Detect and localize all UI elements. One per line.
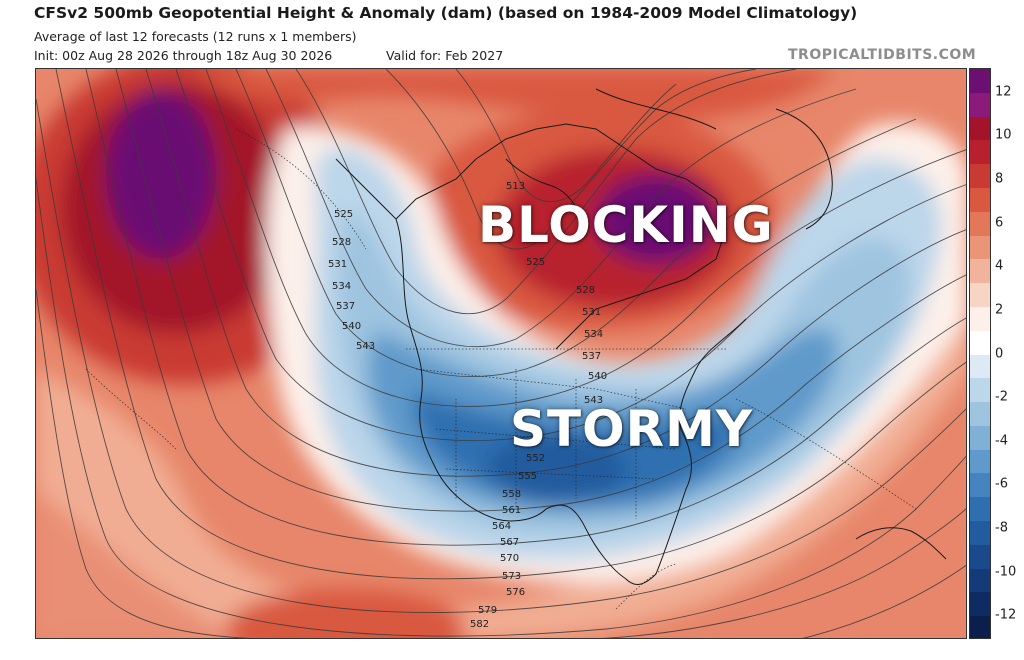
colorbar-segment: [970, 354, 990, 379]
colorbar-tick-label: -8: [995, 520, 1008, 536]
contour-label: 573: [502, 571, 522, 582]
colorbar: [969, 68, 991, 639]
colorbar-tick-label: -2: [995, 389, 1008, 405]
contour-label: 582: [470, 619, 490, 630]
contour-label: 537: [582, 351, 602, 362]
chart-title: CFSv2 500mb Geopotential Height & Anomal…: [34, 4, 858, 22]
contour-label: 561: [502, 505, 522, 516]
colorbar-segment: [970, 92, 990, 118]
contour-label: 576: [506, 587, 526, 598]
init-time: Init: 00z Aug 28 2026 through 18z Aug 30…: [34, 48, 333, 63]
contour-label: 528: [332, 237, 352, 248]
contour-label: 558: [502, 489, 522, 500]
colorbar-segment: [970, 211, 990, 237]
contour-label: 531: [328, 259, 348, 270]
colorbar-segment: [970, 140, 990, 165]
stormy-label: STORMY: [510, 400, 754, 458]
brand-watermark: TROPICALTIDBITS.COM: [788, 47, 977, 63]
colorbar-segment: [970, 330, 990, 355]
colorbar-segment: [970, 235, 990, 260]
contour-label: 552: [526, 453, 546, 464]
valid-time: Valid for: Feb 2027: [386, 48, 504, 63]
contour-label: 531: [582, 307, 602, 318]
colorbar-segment: [970, 544, 990, 570]
contour-label: 534: [584, 329, 604, 340]
colorbar-segment: [970, 283, 990, 308]
contour-label: 540: [588, 371, 608, 382]
colorbar-segment: [970, 187, 990, 213]
colorbar-segment: [970, 497, 990, 522]
colorbar-tick-label: 6: [995, 215, 1004, 231]
blocking-label: BLOCKING: [478, 196, 774, 254]
colorbar-segment: [970, 592, 990, 617]
colorbar-segment: [970, 425, 990, 451]
political-borders: [85, 128, 917, 610]
colorbar-segment: [970, 521, 990, 546]
coastlines: [335, 88, 947, 585]
colorbar-tick-label: 8: [995, 171, 1004, 187]
contour-label: 537: [336, 301, 356, 312]
contour-label: 564: [492, 521, 512, 532]
contour-label: 528: [576, 285, 596, 296]
colorbar-segment: [970, 616, 990, 638]
anomaly-field: [36, 69, 966, 638]
map-canvas: [36, 69, 966, 638]
colorbar-tick-label: -6: [995, 476, 1008, 492]
colorbar-segment: [970, 116, 990, 141]
contour-label: 579: [478, 605, 498, 616]
colorbar-segment: [970, 473, 990, 498]
colorbar-segment: [970, 69, 990, 94]
anomaly-map: 525 528 531 534 537 540 543 513 525 528 531 534 537 5…: [35, 68, 967, 639]
colorbar-tick-label: 12: [995, 84, 1012, 100]
colorbar-tick-label: 2: [995, 302, 1004, 318]
colorbar-segment: [970, 402, 990, 427]
colorbar-segment: [970, 164, 990, 189]
contour-label: 513: [506, 181, 526, 192]
contour-label: 534: [332, 281, 352, 292]
colorbar-segment: [970, 259, 990, 284]
contour-label: 555: [518, 471, 538, 482]
colorbar-segment: [970, 568, 990, 593]
colorbar-segment: [970, 378, 990, 403]
contour-label: 567: [500, 537, 520, 548]
contour-label: 540: [342, 321, 362, 332]
contour-label: 525: [526, 257, 546, 268]
colorbar-segment: [970, 449, 990, 474]
contour-label: 525: [334, 209, 354, 220]
colorbar-tick-label: -12: [995, 607, 1017, 623]
colorbar-segment: [970, 306, 990, 332]
colorbar-tick-label: 0: [995, 346, 1004, 361]
colorbar-tick-label: -10: [995, 564, 1017, 580]
colorbar-tick-label: 10: [995, 127, 1012, 143]
colorbar-tick-label: -4: [995, 433, 1008, 449]
contour-label: 543: [584, 395, 604, 406]
chart-subtitle: Average of last 12 forecasts (12 runs x …: [34, 29, 357, 44]
colorbar-tick-label: 4: [995, 258, 1004, 274]
chart-header: CFSv2 500mb Geopotential Height & Anomal…: [0, 0, 1024, 70]
contour-label: 543: [356, 341, 376, 352]
contour-label: 570: [500, 553, 520, 564]
height-contours: [36, 69, 966, 638]
